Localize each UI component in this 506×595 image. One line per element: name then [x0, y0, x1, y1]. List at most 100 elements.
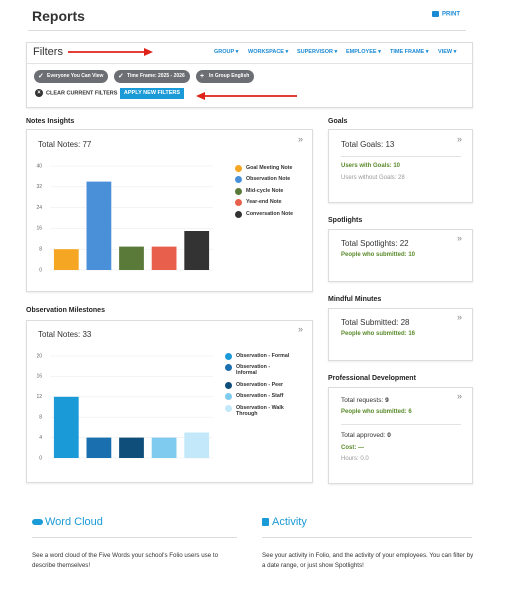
bar — [184, 432, 210, 458]
y-tick-label: 32 — [36, 184, 42, 190]
y-tick-label: 4 — [39, 435, 42, 441]
bar — [53, 396, 79, 458]
filter-menu-item[interactable]: EMPLOYEE ▾ — [346, 49, 381, 55]
filter-menu-item[interactable]: GROUP ▾ — [214, 49, 239, 55]
filter-menu-item[interactable]: SUPERVISOR ▾ — [297, 49, 338, 55]
section-heading: Notes Insights — [26, 118, 75, 125]
card-title: Total Notes: 77 — [38, 140, 92, 149]
legend-item: Goal Meeting Note — [235, 165, 305, 172]
legend-item: Observation - Formal — [225, 353, 291, 360]
legend: Goal Meeting Note Observation Note Mid-cyc… — [235, 165, 305, 222]
legend-swatch — [225, 381, 232, 389]
activity-title[interactable]: Activity — [262, 516, 307, 528]
section-heading: Mindful Minutes — [328, 296, 382, 303]
section-heading: Goals — [328, 118, 348, 125]
legend-item: Observation - Peer — [225, 381, 291, 389]
bar — [151, 437, 177, 458]
legend-swatch — [235, 165, 242, 172]
y-tick-label: 16 — [36, 226, 42, 232]
arrow-head — [196, 92, 205, 100]
section-heading: Observation Milestones — [26, 307, 105, 314]
expand-icon[interactable]: » — [298, 324, 304, 334]
expand-icon[interactable]: » — [298, 134, 304, 144]
stat-label: Total requests: — [341, 397, 384, 404]
description: See your activity in Folio, and the acti… — [262, 552, 474, 569]
legend-item: Year-end Note — [235, 199, 305, 207]
card-title: Total Spotlights: 22 — [341, 239, 409, 248]
filter-chip[interactable]: + In Group English — [196, 70, 255, 83]
bar — [119, 246, 144, 270]
bar — [53, 249, 79, 270]
stat: Hours: 0.0 — [341, 456, 369, 462]
divider — [32, 537, 237, 538]
clear-filters[interactable]: × CLEAR CURRENT FILTERS — [35, 89, 117, 98]
expand-icon[interactable]: » — [457, 312, 463, 322]
stat: People who submitted: 16 — [341, 331, 416, 337]
chip-label: Time Frame: 2025 - 2026 — [127, 73, 185, 79]
stat: Users without Goals: 28 — [341, 175, 405, 181]
section-heading: Professional Development — [328, 375, 416, 382]
menu-label: TIME FRAME — [390, 49, 425, 55]
bar — [86, 437, 112, 458]
y-tick-label: 12 — [36, 394, 42, 400]
menu-label: VIEW — [438, 49, 453, 55]
legend-item: Observation - Staff — [225, 393, 291, 401]
stat: Total approved: 0 — [341, 432, 391, 439]
y-tick-label: 40 — [36, 163, 42, 169]
legend-item: Mid-cycle Note — [235, 187, 305, 195]
bar — [119, 437, 144, 458]
section-heading: Spotlights — [328, 217, 363, 224]
stat-value: 9 — [385, 397, 389, 404]
print-button[interactable]: PRINT — [432, 11, 460, 18]
filter-menu-item[interactable]: VIEW ▾ — [438, 49, 457, 55]
goals-card — [328, 129, 473, 203]
stat: Users with Goals: 10 — [341, 163, 401, 169]
stat: People who submitted: 6 — [341, 409, 412, 415]
bar — [151, 246, 177, 270]
apply-button[interactable]: APPLY NEW FILTERS — [120, 88, 184, 99]
milestones-chart: 0 4 8 12 16 20 — [36, 353, 213, 461]
stat: People who submitted: 10 — [341, 252, 416, 258]
stat: Cost: — — [341, 445, 364, 451]
description: See a word cloud of the Five Words your … — [32, 552, 219, 569]
legend-swatch — [235, 199, 242, 207]
legend-label: Observation - Informal — [236, 364, 271, 377]
divider — [341, 424, 461, 425]
legend-label: Observation - Staff — [236, 393, 284, 400]
filters-title: Filters — [33, 46, 63, 58]
menu-label: SUPERVISOR — [297, 49, 333, 55]
menu-label: WORKSPACE — [248, 49, 284, 55]
legend-label: Observation - Peer — [236, 381, 284, 388]
pd-card — [328, 387, 473, 484]
filter-chip[interactable]: ✓ Everyone You Can View — [34, 70, 109, 83]
y-tick-label: 0 — [39, 267, 42, 273]
legend-label: Mid-cycle Note — [246, 187, 284, 194]
y-tick-label: 8 — [39, 415, 42, 421]
expand-icon[interactable]: » — [457, 391, 463, 401]
legend-label: Year-end Note — [246, 199, 282, 206]
bar — [184, 231, 210, 270]
card-title: Total Notes: 33 — [38, 330, 92, 339]
legend-label: Observation - Walk Through — [236, 404, 284, 417]
legend: Observation - Formal Observation - Inform… — [225, 353, 291, 422]
link-label: Word Cloud — [45, 516, 103, 528]
legend-swatch — [225, 393, 232, 401]
legend-swatch — [235, 187, 242, 195]
legend-item: Observation Note — [235, 176, 305, 184]
legend-swatch — [235, 176, 242, 184]
y-tick-label: 24 — [36, 205, 42, 211]
spotlights-card — [328, 229, 473, 282]
filter-menu-item[interactable]: WORKSPACE ▾ — [248, 49, 289, 55]
expand-icon[interactable]: » — [457, 134, 463, 144]
legend-swatch — [225, 404, 232, 412]
y-tick-label: 8 — [39, 247, 42, 253]
annotation-arrows — [68, 48, 297, 100]
legend-swatch — [225, 353, 232, 360]
mindful-card — [328, 308, 473, 361]
filter-chip[interactable]: ✓ Time Frame: 2025 - 2026 — [114, 70, 190, 83]
expand-icon[interactable]: » — [457, 233, 463, 243]
filter-menu-item[interactable]: TIME FRAME ▾ — [390, 49, 429, 55]
word-cloud-title[interactable]: Word Cloud — [32, 516, 103, 528]
page-title: Reports — [32, 8, 85, 24]
legend-swatch — [235, 210, 242, 218]
